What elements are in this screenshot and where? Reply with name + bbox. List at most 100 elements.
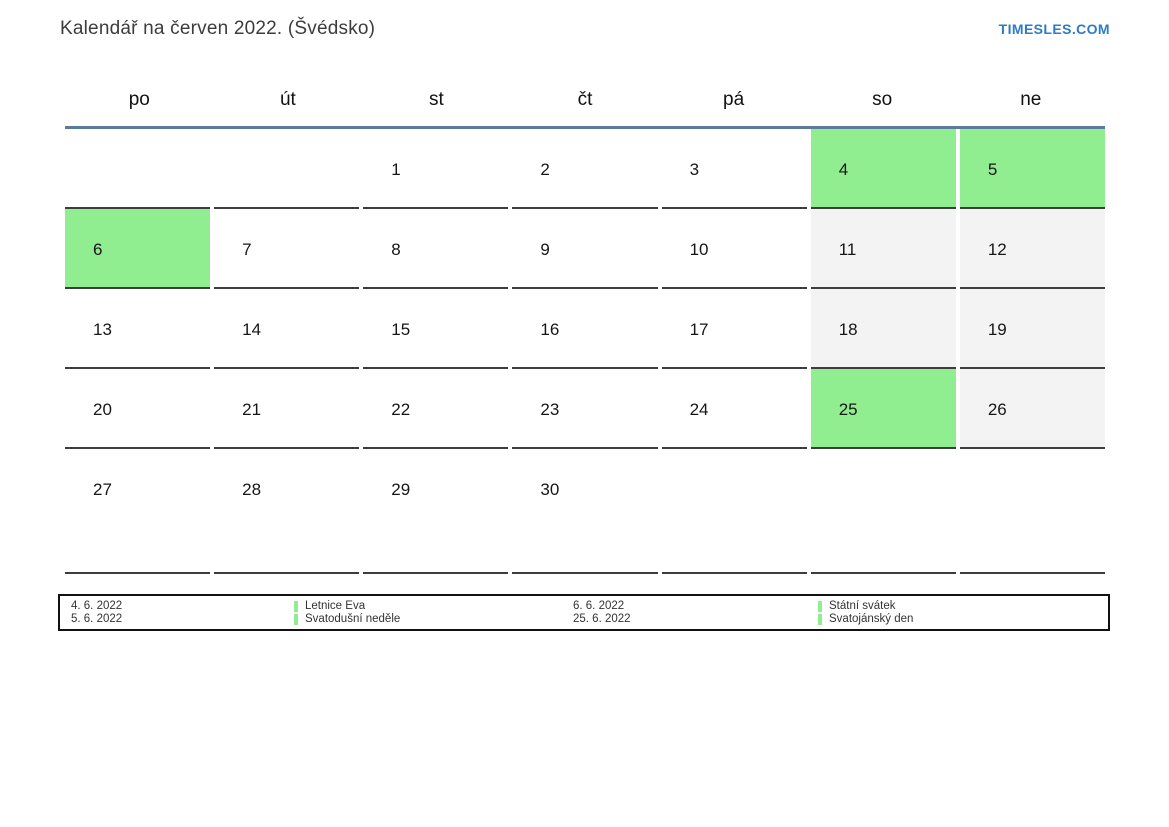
day-number: 15 bbox=[391, 320, 411, 339]
day-cell-12: 12 bbox=[959, 209, 1105, 289]
day-cell-2: 2 bbox=[512, 129, 658, 209]
week-row: 13 14 15 16 17 18 19 bbox=[65, 289, 1105, 369]
legend-dates-group-1: 4. 6. 2022 5. 6. 2022 bbox=[60, 600, 294, 626]
day-cell-22: 22 bbox=[363, 369, 509, 449]
week-row: 1 2 3 4 5 bbox=[65, 129, 1105, 209]
legend-date: 4. 6. 2022 bbox=[71, 600, 123, 612]
day-number: 26 bbox=[987, 400, 1007, 419]
day-cell-15: 15 bbox=[363, 289, 509, 369]
day-number: 1 bbox=[391, 160, 401, 179]
holiday-legend: 4. 6. 2022 5. 6. 2022 Letnice Eva Svatodušn… bbox=[58, 594, 1110, 631]
weekday-label-pá: pá bbox=[723, 89, 745, 110]
day-number: 14 bbox=[242, 320, 262, 339]
day-number: 10 bbox=[689, 240, 709, 259]
legend-entry-label: Svatojánský den bbox=[829, 613, 914, 625]
holiday-color-bar bbox=[818, 601, 822, 612]
weekday-label-út: út bbox=[279, 89, 296, 110]
day-cell-3: 3 bbox=[661, 129, 807, 209]
day-cell-26: 26 bbox=[959, 369, 1105, 449]
day-number: 13 bbox=[93, 320, 112, 339]
legend-entry: Svatojánský den bbox=[818, 613, 1108, 626]
day-cell-24: 24 bbox=[661, 369, 807, 449]
legend-entry-label: Státní svátek bbox=[829, 600, 896, 612]
day-number: 23 bbox=[540, 400, 560, 419]
legend-entry: Svatodušní neděle bbox=[294, 613, 573, 626]
day-number: 11 bbox=[838, 240, 857, 259]
legend-entry: Státní svátek bbox=[818, 600, 1108, 613]
day-number: 27 bbox=[93, 480, 112, 499]
day-cell-19: 19 bbox=[959, 289, 1105, 369]
day-number: 30 bbox=[540, 480, 560, 499]
day-cell-14: 14 bbox=[214, 289, 360, 369]
day-number: 3 bbox=[689, 160, 700, 179]
day-number: 25 bbox=[838, 400, 858, 419]
day-number: 6 bbox=[93, 240, 103, 259]
day-number: 12 bbox=[987, 240, 1007, 259]
holiday-color-bar bbox=[818, 614, 822, 625]
page-title: Kalendář na červen 2022. (Švédsko) bbox=[60, 18, 376, 39]
day-cell-30: 30 bbox=[512, 449, 658, 574]
day-number: 16 bbox=[540, 320, 560, 339]
week-row: 27 28 29 30 bbox=[65, 449, 1105, 574]
day-number: 22 bbox=[391, 400, 411, 419]
weekday-label-čt: čt bbox=[577, 89, 593, 110]
legend-names-group-1: Letnice Eva Svatodušní neděle bbox=[294, 600, 573, 626]
legend-date: 25. 6. 2022 bbox=[573, 613, 631, 625]
legend-entry-label: Svatodušní neděle bbox=[305, 613, 401, 625]
legend-names-group-2: Státní svátek Svatojánský den bbox=[818, 600, 1108, 626]
day-cell-10: 10 bbox=[661, 209, 807, 289]
day-cell-4: 4 bbox=[810, 129, 956, 209]
day-cell-17: 17 bbox=[661, 289, 807, 369]
day-number: 29 bbox=[391, 480, 411, 499]
day-cell-27: 27 bbox=[65, 449, 211, 574]
day-cell-empty bbox=[959, 449, 1105, 574]
day-cell-empty bbox=[810, 449, 956, 574]
holiday-color-bar bbox=[294, 601, 298, 612]
day-number: 20 bbox=[93, 400, 112, 419]
day-cell-21: 21 bbox=[214, 369, 360, 449]
day-cell-16: 16 bbox=[512, 289, 658, 369]
day-cell-13: 13 bbox=[65, 289, 211, 369]
week-row: 6 7 8 9 10 11 12 bbox=[65, 209, 1105, 289]
topbar: Kalendář na červen 2022. (Švédsko) TIMES… bbox=[60, 18, 1110, 40]
day-cell-6: 6 bbox=[65, 209, 211, 289]
day-cell-29: 29 bbox=[363, 449, 509, 574]
legend-dates-group-2: 6. 6. 2022 25. 6. 2022 bbox=[573, 600, 818, 626]
day-number: 21 bbox=[242, 400, 262, 419]
day-number: 5 bbox=[987, 160, 998, 179]
day-cell-28: 28 bbox=[214, 449, 360, 574]
day-cell-empty bbox=[214, 129, 360, 209]
week-row: 20 21 22 23 24 25 26 bbox=[65, 369, 1105, 449]
legend-date: 5. 6. 2022 bbox=[71, 613, 123, 625]
legend-date: 6. 6. 2022 bbox=[573, 600, 625, 612]
day-cell-5: 5 bbox=[959, 129, 1105, 209]
day-number: 18 bbox=[838, 320, 858, 339]
holiday-color-bar bbox=[294, 614, 298, 625]
timesles-link[interactable]: TIMESLES.COM bbox=[998, 21, 1110, 37]
day-number: 7 bbox=[242, 240, 252, 259]
day-number: 4 bbox=[838, 160, 849, 179]
day-cell-7: 7 bbox=[214, 209, 360, 289]
day-cell-8: 8 bbox=[363, 209, 509, 289]
day-number: 8 bbox=[391, 240, 401, 259]
day-cell-11: 11 bbox=[810, 209, 956, 289]
day-cell-empty bbox=[661, 449, 807, 574]
calendar-grid: 1 2 3 4 5 6 7 8 9 10 11 12 13 14 15 16 17 18 19 20 21 22 23 24 2… bbox=[65, 129, 1105, 574]
day-cell-20: 20 bbox=[65, 369, 211, 449]
day-cell-23: 23 bbox=[512, 369, 658, 449]
day-number: 24 bbox=[689, 400, 709, 419]
weekday-label-so: so bbox=[872, 89, 893, 110]
calendar: po út st čt pá so ne 1 2 3 4 5 6 7 8 9 10 11 12 13 14 15 16 17… bbox=[65, 75, 1105, 574]
day-number: 9 bbox=[540, 240, 550, 259]
weekday-label-po: po bbox=[128, 89, 150, 110]
day-cell-25: 25 bbox=[810, 369, 956, 449]
day-number: 2 bbox=[540, 160, 550, 179]
day-number: 28 bbox=[242, 480, 262, 499]
day-cell-1: 1 bbox=[363, 129, 509, 209]
day-cell-empty bbox=[65, 129, 211, 209]
legend-entry: Letnice Eva bbox=[294, 600, 573, 613]
weekday-label-st: st bbox=[429, 89, 444, 110]
weekday-header-row: po út st čt pá so ne bbox=[65, 75, 1105, 129]
day-cell-9: 9 bbox=[512, 209, 658, 289]
weekday-label-ne: ne bbox=[1020, 89, 1042, 110]
